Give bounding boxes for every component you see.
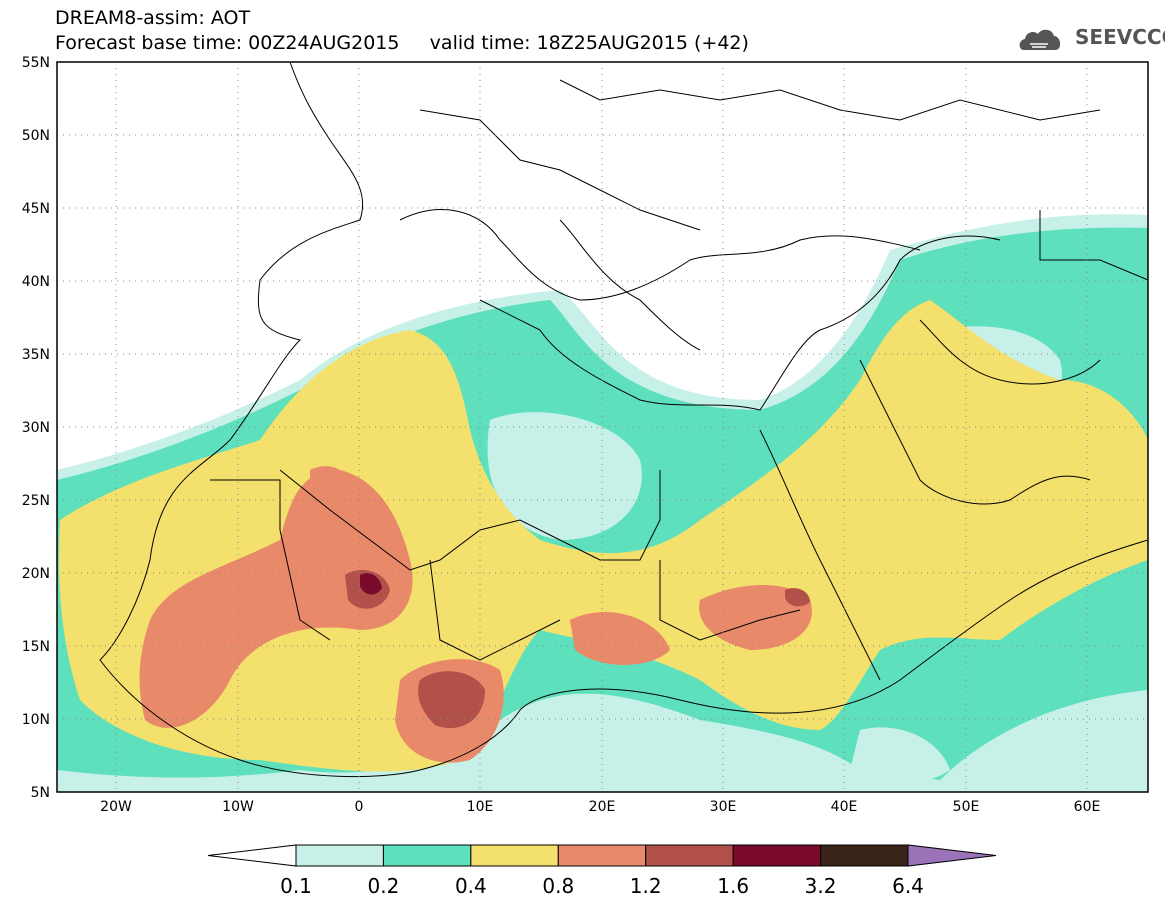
colorbar-swatch [820,844,909,867]
lon-label: 40E [831,799,858,815]
cloud-logo-icon [1019,29,1061,50]
colorbar-swatch [557,844,647,867]
lon-label: 20W [100,799,132,815]
lon-label: 50E [953,799,980,815]
lat-label: 55N [22,55,50,71]
map-frame [56,61,1149,793]
lat-label: 15N [22,639,50,655]
colorbar-label: 1.2 [630,874,662,898]
lon-label: 30E [710,799,737,815]
colorbar-label: 6.4 [892,874,924,898]
colorbar-label: 3.2 [805,874,837,898]
lon-label: 10E [467,799,494,815]
coastlines [99,62,1148,778]
lon-label: 20E [589,799,616,815]
colorbar-swatch [645,844,734,867]
lat-label: 5N [31,785,50,801]
colorbar-arrow-high [907,844,997,867]
lat-label: 50N [22,128,50,144]
lat-label: 40N [22,274,50,290]
lat-label: 30N [22,420,50,436]
lat-label: 20N [22,566,50,582]
colorbar: 0.1 0.2 0.4 0.8 1.2 1.6 3.2 6.4 [207,844,997,898]
latitude-labels: 55N 50N 45N 40N 35N 30N 25N 20N 15N 10N … [22,55,50,801]
colorbar-arrow-low [207,844,297,867]
colorbar-label: 1.6 [717,874,749,898]
colorbar-label: 0.4 [455,874,487,898]
colorbar-swatch [295,844,384,867]
aot-field [57,62,1148,792]
colorbar-swatch [470,844,559,867]
longitude-labels: 20W 10W 0 10E 20E 30E 40E 50E 60E [100,799,1100,815]
lon-label: 60E [1074,799,1101,815]
colorbar-swatch [732,844,822,867]
lat-label: 25N [22,493,50,509]
colorbar-label: 0.8 [542,874,574,898]
colorbar-label: 0.2 [368,874,400,898]
logo-text: SEEVCCC [1075,25,1165,49]
map-title: DREAM8-assim: AOT [55,7,251,29]
lat-label: 10N [22,712,50,728]
lat-label: 45N [22,201,50,217]
lat-label: 35N [22,347,50,363]
lon-label: 10W [222,799,254,815]
forecast-time-line: Forecast base time: 00Z24AUG2015 valid t… [55,32,749,54]
colorbar-swatch [382,844,472,867]
colorbar-label: 0.1 [280,874,312,898]
lon-label: 0 [355,799,364,815]
